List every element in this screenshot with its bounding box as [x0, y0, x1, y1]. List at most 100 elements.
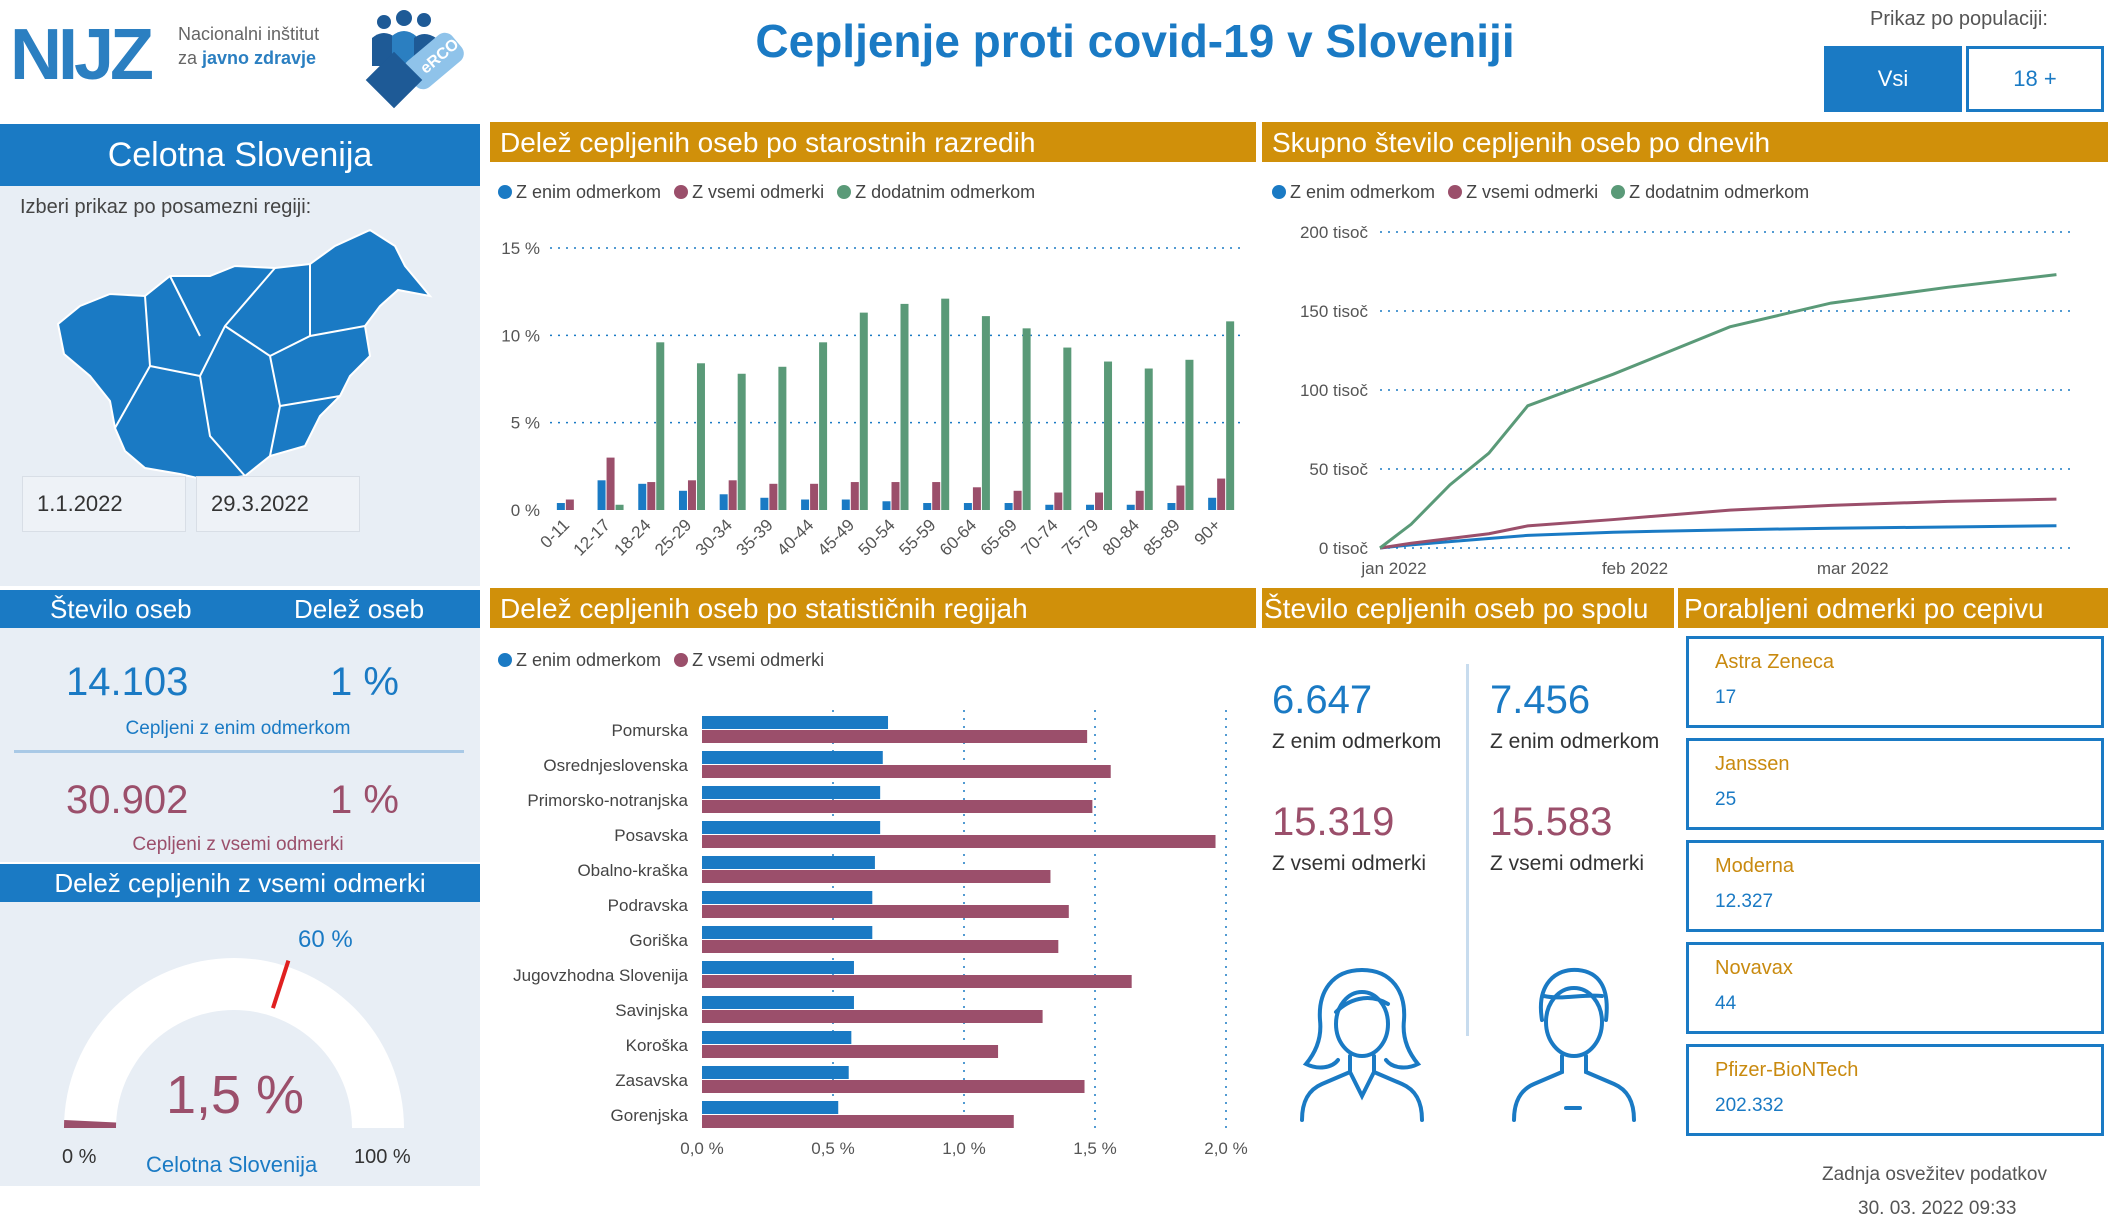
x-tick-label: 45-49: [814, 515, 858, 559]
bar: [1144, 368, 1153, 510]
y-tick-label: 0 tisoč: [1319, 539, 1369, 558]
date-to-value: 29.3.2022: [211, 491, 309, 516]
bar: [1054, 492, 1063, 510]
male-icon: [1512, 967, 1636, 1122]
male-all-doses-count: 15.583: [1490, 800, 1613, 844]
bar: [702, 975, 1132, 988]
logo-subtitle-bold: javno zdravje: [202, 48, 317, 68]
legend-label: Z vsemi odmerki: [1466, 182, 1599, 202]
region-panel: Izberi prikaz po posamezni regiji: 1.1.2…: [0, 186, 480, 586]
legend-item-all-doses[interactable]: Z vsemi odmerki: [674, 182, 824, 202]
share-column-header: Delež oseb: [294, 594, 425, 624]
gauge-title: Delež cepljenih z vsemi odmerki: [54, 868, 426, 898]
bar: [760, 497, 769, 510]
legend-label: Z dodatnim odmerkom: [855, 182, 1036, 202]
female-one-dose-label: Z enim odmerkom: [1272, 730, 1442, 753]
legend-item-booster[interactable]: Z dodatnim odmerkom: [1611, 182, 1809, 202]
legend-label: Z vsemi odmerki: [692, 650, 825, 670]
region-chart-header: Delež cepljenih oseb po statističnih reg…: [490, 588, 1256, 628]
bar: [702, 786, 881, 799]
bar: [702, 800, 1093, 813]
stats-panel: 14.103 1 % Cepljeni z enim odmerkom 30.9…: [0, 628, 480, 862]
bar: [1176, 485, 1185, 510]
bar: [737, 373, 746, 510]
legend-item-all-doses[interactable]: Z vsemi odmerki: [674, 650, 824, 670]
y-tick-label: 50 tisoč: [1309, 460, 1368, 479]
bar: [891, 482, 900, 510]
bar: [1013, 490, 1022, 510]
bar: [702, 730, 1088, 743]
x-tick-label: 40-44: [773, 515, 817, 559]
male-all-doses-label: Z vsemi odmerki: [1490, 852, 1645, 875]
vaccine-card-astra-zeneca[interactable]: Astra Zeneca 17: [1686, 636, 2104, 728]
legend-dot-icon: [498, 185, 512, 199]
gauge-fill: [64, 1119, 117, 1128]
date-from[interactable]: 1.1.2022: [22, 476, 186, 532]
bar: [702, 856, 875, 869]
legend-label: Z dodatnim odmerkom: [1629, 182, 1810, 202]
legend-dot-icon: [1611, 185, 1626, 199]
bar: [702, 926, 873, 939]
x-tick-label: 85-89: [1140, 515, 1184, 559]
legend-item-one-dose[interactable]: Z enim odmerkom: [1272, 182, 1435, 202]
female-icon: [1300, 968, 1424, 1122]
gauge-target-label: 60 %: [298, 926, 353, 953]
vaccine-name: Pfizer-BioNTech: [1715, 1059, 1859, 1081]
x-tick-label: 0,0 %: [680, 1139, 723, 1158]
vaccine-doses: 44: [1715, 993, 1737, 1014]
population-option-all[interactable]: Vsi: [1824, 46, 1962, 112]
bar: [702, 1031, 852, 1044]
female-all-doses-label: Z vsemi odmerki: [1272, 852, 1427, 875]
legend-item-one-dose[interactable]: Z enim odmerkom: [498, 650, 661, 670]
legend-item-booster[interactable]: Z dodatnim odmerkom: [837, 182, 1035, 202]
bar: [972, 487, 981, 510]
legend-item-one-dose[interactable]: Z enim odmerkom: [498, 182, 661, 202]
bar: [981, 316, 990, 510]
vaccine-name: Janssen: [1715, 753, 1790, 775]
gauge-value: 1,5 %: [165, 1065, 305, 1125]
gender-divider: [1466, 664, 1469, 1036]
gender-panel: 6.647 Z enim odmerkom 15.319 Z vsemi odm…: [1262, 630, 1674, 1190]
bar: [702, 751, 883, 764]
x-tick-label: 60-64: [936, 515, 980, 559]
bar: [556, 503, 565, 510]
vaccine-card-janssen[interactable]: Janssen 25: [1686, 738, 2104, 830]
bar: [647, 482, 656, 510]
vaccine-card-pfizer-biontech[interactable]: Pfizer-BioNTech 202.332: [1686, 1044, 2104, 1136]
legend-label: Z vsemi odmerki: [692, 182, 825, 202]
legend-dot-icon: [498, 653, 512, 667]
male-one-dose-label: Z enim odmerkom: [1490, 730, 1660, 753]
gauge-track: [64, 958, 404, 1128]
bar: [882, 501, 891, 510]
vaccine-card-moderna[interactable]: Moderna 12.327: [1686, 840, 2104, 932]
x-tick-label: 18-24: [610, 515, 654, 559]
vaccine-doses: 12.327: [1715, 891, 1774, 912]
bar: [702, 1045, 999, 1058]
gauge-region-label: Celotna Slovenija: [146, 1152, 318, 1177]
date-to[interactable]: 29.3.2022: [196, 476, 360, 532]
legend-item-all-doses[interactable]: Z vsemi odmerki: [1448, 182, 1598, 202]
region-panel-header: Celotna Slovenija: [0, 124, 480, 186]
population-option-adults[interactable]: 18 +: [1966, 46, 2104, 112]
gauge-panel: 60 % 1,5 % 0 % Celotna Slovenija 100 %: [0, 902, 480, 1186]
slovenia-map[interactable]: [50, 206, 450, 486]
daily-chart-legend: Z enim odmerkom Z vsemi odmerki Z dodatn…: [1272, 182, 1809, 203]
vaccines-header: Porabljeni odmerki po cepivu: [1678, 588, 2108, 628]
region-bar-chart: 0,0 % 0,5 % 1,0 % 1,5 % 2,0 % Pomurska Osrednj…: [513, 710, 1248, 1158]
bar: [1004, 503, 1013, 510]
category-label: Obalno-kraška: [577, 861, 688, 880]
vaccine-card-novavax[interactable]: Novavax 44: [1686, 942, 2104, 1034]
vaccine-doses: 17: [1715, 687, 1737, 708]
all-doses-label: Cepljeni z vsemi odmerki: [132, 834, 344, 855]
bar: [702, 835, 1216, 848]
bar: [565, 499, 574, 510]
legend-label: Z enim odmerkom: [516, 650, 662, 670]
y-tick-label: 100 tisoč: [1300, 381, 1369, 400]
x-tick-label: 35-39: [733, 515, 777, 559]
age-chart-legend: Z enim odmerkom Z vsemi odmerki Z dodatn…: [498, 182, 1035, 203]
one-dose-count: 14.103: [66, 660, 189, 704]
bar: [702, 891, 873, 904]
legend-dot-icon: [1448, 185, 1463, 199]
bar: [1208, 497, 1217, 510]
logo-subtitle-line1: Nacionalni inštitut: [178, 24, 320, 44]
